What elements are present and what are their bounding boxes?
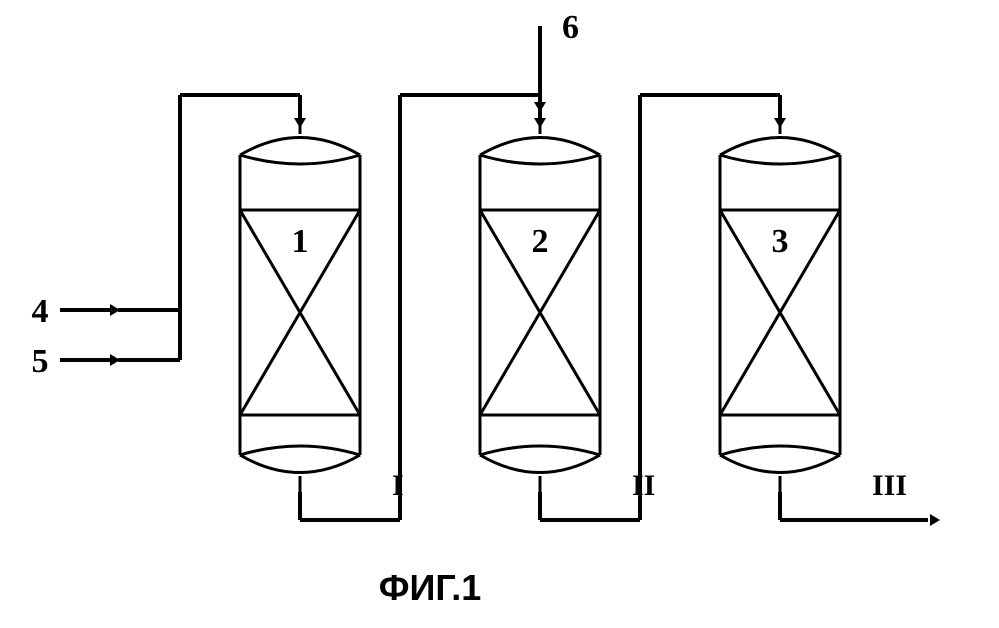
inlet-label: 5 — [32, 343, 49, 380]
reactor-bed-label: 1 — [292, 223, 309, 260]
reactor-stage-label: III — [872, 469, 907, 502]
inlet-label: 4 — [32, 293, 49, 330]
reactor-stage-label: II — [632, 469, 655, 502]
reactor-bed-label: 3 — [772, 223, 789, 260]
reactor-bed-label: 2 — [532, 223, 549, 260]
figure-caption: ФИГ.1 — [379, 567, 482, 608]
top-feed-label: 6 — [562, 9, 579, 46]
